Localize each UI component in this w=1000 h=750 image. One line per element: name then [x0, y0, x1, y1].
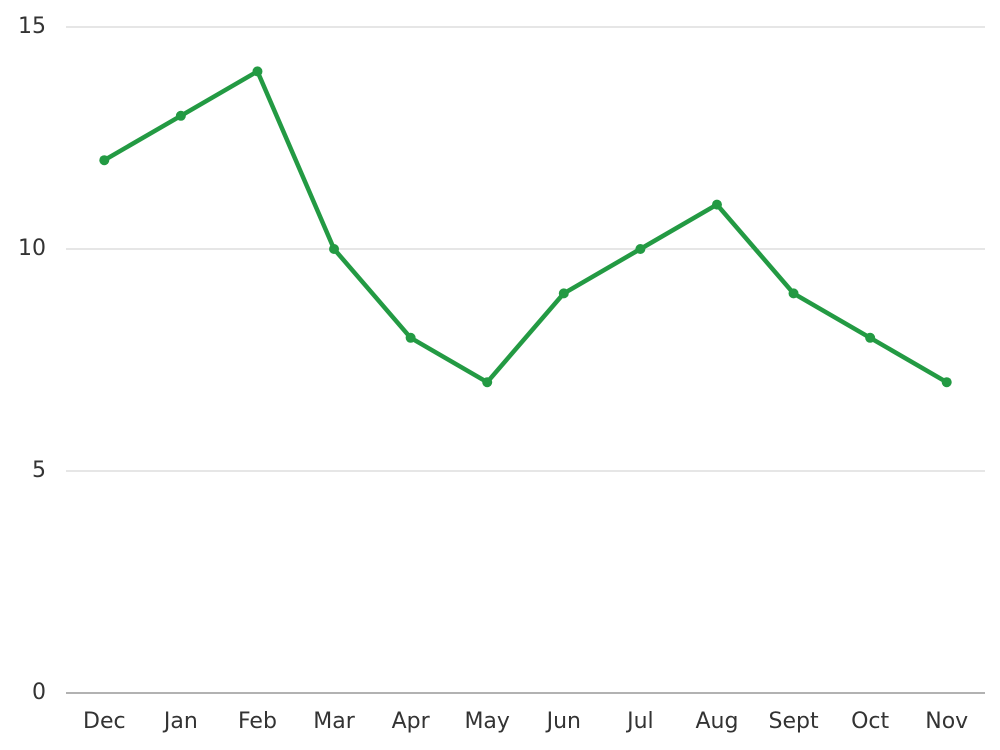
- x-tick-label: Dec: [83, 709, 126, 734]
- point: [482, 377, 493, 388]
- point: [788, 288, 799, 299]
- x-tick-label: Feb: [238, 709, 277, 734]
- y-tick-label: 10: [18, 236, 46, 261]
- point: [558, 288, 569, 299]
- x-tick-label: Apr: [392, 709, 431, 734]
- x-tick-label: Jul: [625, 709, 654, 734]
- point: [635, 244, 646, 254]
- point: [329, 244, 340, 254]
- x-tick-label: Nov: [925, 709, 968, 734]
- x-tick-label: Sept: [768, 709, 818, 734]
- x-tick-label: Aug: [695, 709, 738, 734]
- y-tick-label: 15: [18, 14, 46, 39]
- x-tick-label: Mar: [313, 709, 355, 734]
- x-tick-label: Jan: [162, 709, 198, 734]
- point: [405, 332, 416, 343]
- point: [865, 332, 876, 343]
- point: [711, 199, 722, 210]
- x-tick-label: Oct: [851, 709, 889, 734]
- point: [99, 155, 110, 166]
- y-tick-label: 0: [32, 680, 46, 705]
- point: [941, 377, 952, 388]
- line: [103, 69, 948, 385]
- point: [252, 66, 263, 77]
- point: [175, 110, 186, 121]
- x-tick-label: Jun: [545, 709, 581, 734]
- x-tick-label: May: [464, 709, 509, 734]
- y-tick-label: 5: [32, 458, 46, 483]
